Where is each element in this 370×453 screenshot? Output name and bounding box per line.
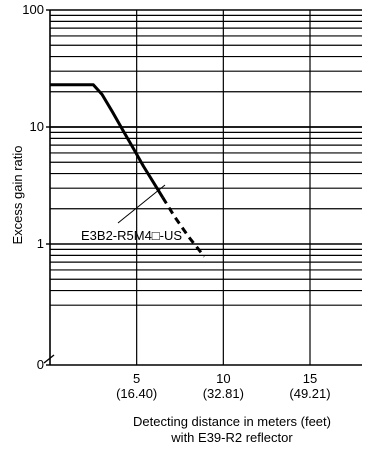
series-line-solid [50,83,164,199]
series-annotation-leader [117,184,166,224]
series-layer [50,83,206,258]
x-axis-label-line2: with E39-R2 reflector [170,430,293,445]
x-tick-label: 15 [303,371,317,386]
axis-break-mark [43,354,55,364]
x-tick-label: 5 [133,371,140,386]
grid [50,9,362,365]
y-axis-label: Excess gain ratio [10,146,25,245]
x-axis-label: Detecting distance in meters (feet) [133,414,331,429]
y-tick-label: 10 [30,119,44,134]
series-line-dashed [161,196,206,258]
x-tick-sublabel: (16.40) [116,386,157,401]
x-tick-label: 10 [216,371,230,386]
x-tick-sublabel: (32.81) [203,386,244,401]
y-tick-label: 0 [37,357,44,372]
y-tick-label: 1 [37,236,44,251]
axes [43,9,362,366]
x-tick-sublabel: (49.21) [289,386,330,401]
y-tick-label: 100 [22,2,44,17]
series-annotation-label: E3B2-R5M4□-US [81,228,182,243]
